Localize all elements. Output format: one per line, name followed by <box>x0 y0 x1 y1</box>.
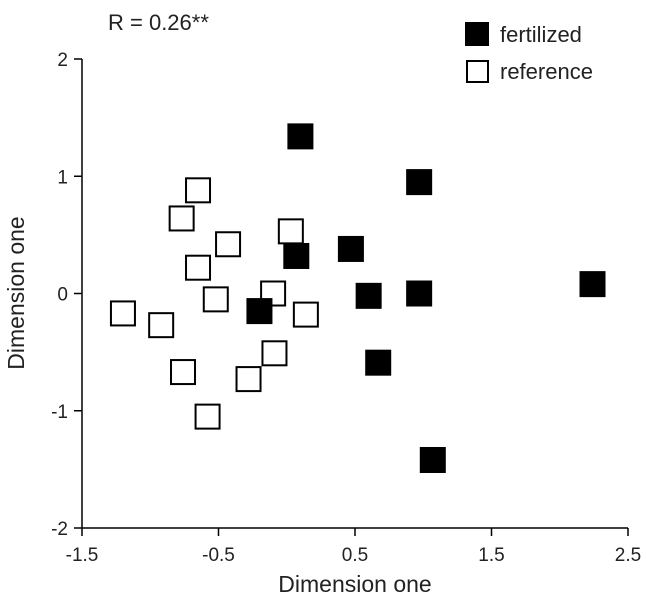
y-tick-label: 1 <box>57 167 68 188</box>
data-point-reference <box>194 403 221 430</box>
legend-label-reference: reference <box>500 59 593 84</box>
data-point-reference <box>185 254 212 281</box>
x-tick-label: 2.5 <box>615 545 641 566</box>
data-point-reference <box>148 312 175 339</box>
data-point-reference <box>109 300 136 327</box>
legend-marker-fertilized <box>465 22 489 46</box>
x-tick-label: -1.5 <box>66 545 99 566</box>
y-tick-label: -2 <box>51 519 68 540</box>
series-fertilized <box>246 123 606 473</box>
data-point-reference <box>235 366 262 393</box>
y-tick-label: 2 <box>57 50 68 71</box>
x-tick-label: 0.5 <box>342 545 368 566</box>
x-tick-label: 1.5 <box>478 545 504 566</box>
legend-label-fertilized: fertilized <box>500 22 582 47</box>
data-point-fertilized <box>355 282 382 309</box>
series-reference <box>109 177 319 430</box>
data-point-reference <box>215 231 242 258</box>
data-point-fertilized <box>406 280 433 307</box>
data-point-fertilized <box>579 271 606 298</box>
data-point-fertilized <box>419 446 446 473</box>
correlation-annotation: R = 0.26** <box>108 10 209 35</box>
y-axis-label: Dimension one <box>3 216 29 369</box>
x-ticks: -1.5 -0.5 0.5 1.5 2.5 <box>66 528 641 566</box>
data-point-reference <box>185 177 212 204</box>
legend: fertilized reference <box>465 22 593 84</box>
legend-marker-reference <box>466 60 489 83</box>
x-tick-label: -0.5 <box>202 545 235 566</box>
data-point-reference <box>170 359 197 386</box>
y-tick-label: -1 <box>51 402 68 423</box>
data-point-reference <box>261 340 288 367</box>
y-ticks: 2 1 0 -1 -2 <box>51 50 82 540</box>
data-point-reference <box>292 301 319 328</box>
x-axis-label: Dimension one <box>278 571 431 597</box>
y-tick-label: 0 <box>57 285 68 306</box>
data-point-reference <box>202 286 229 313</box>
data-point-fertilized <box>365 349 392 376</box>
data-point-fertilized <box>283 242 310 269</box>
data-point-fertilized <box>246 298 273 325</box>
data-point-fertilized <box>337 235 364 262</box>
data-point-reference <box>168 205 195 232</box>
data-point-reference <box>277 218 304 245</box>
data-point-fertilized <box>287 123 314 150</box>
data-point-fertilized <box>406 169 433 196</box>
